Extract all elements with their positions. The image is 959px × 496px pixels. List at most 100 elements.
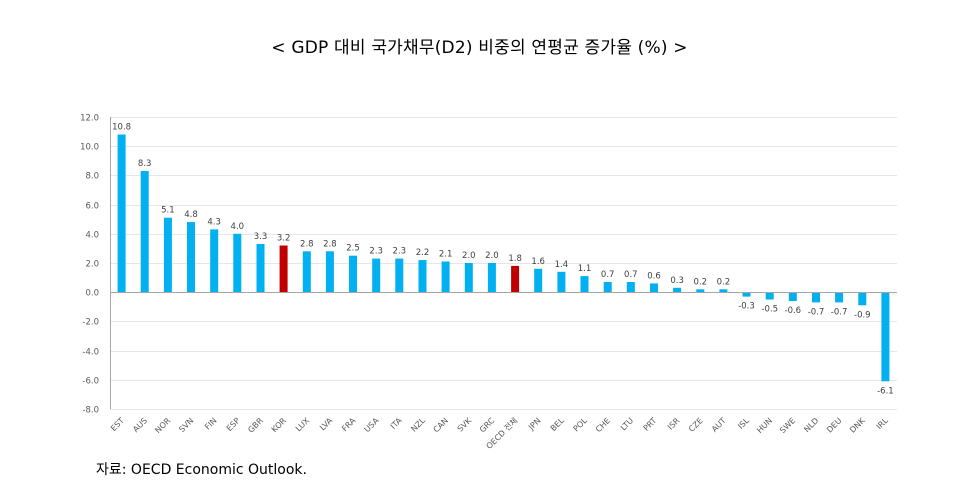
- data-label: 1.4: [555, 260, 569, 270]
- bar-est: [117, 134, 126, 293]
- data-label: 1.6: [531, 257, 545, 267]
- x-tick-label: NZL: [409, 416, 427, 434]
- y-tick-label: -2.0: [82, 318, 99, 328]
- bar-isr: [673, 287, 682, 293]
- x-tick-label: GRC: [478, 416, 497, 435]
- x-tick-label: SVK: [456, 416, 474, 434]
- x-tick-label: SWE: [778, 416, 797, 435]
- x-tick-label: EST: [109, 416, 126, 433]
- data-label: 8.3: [138, 159, 152, 169]
- x-tick-label: DNK: [848, 416, 867, 435]
- y-axis-ticks: 12.0 10.0 8.0 6.0 4.0 2.0 0.0 -2.0 -4.0 -6.0 -8.0: [80, 114, 99, 416]
- x-tick-label: SVN: [177, 416, 195, 434]
- chart-title: < GDP 대비 국가채무(D2) 비중의 연평균 증가율 (%) >: [271, 38, 688, 58]
- bar-bel: [557, 271, 566, 293]
- bar-nld: [812, 292, 820, 303]
- data-label: 1.8: [508, 254, 522, 264]
- x-tick-label: LUX: [294, 416, 312, 434]
- bars: [117, 134, 890, 382]
- axes: [110, 117, 897, 409]
- data-label: 4.0: [231, 222, 245, 232]
- bar-che: [603, 282, 612, 293]
- y-tick-label: 0.0: [85, 289, 99, 299]
- x-tick-label: USA: [363, 416, 381, 434]
- x-tick-label: HUN: [755, 416, 774, 435]
- bar-nor: [163, 217, 172, 293]
- x-tick-label: NOR: [153, 416, 172, 435]
- data-label: -0.7: [831, 307, 848, 317]
- data-label: 5.1: [161, 206, 175, 216]
- data-label: 10.8: [112, 123, 131, 133]
- data-label: 2.3: [369, 247, 383, 257]
- y-tick-label: -8.0: [82, 406, 99, 416]
- bar-pol: [580, 276, 589, 293]
- bar-deu: [835, 292, 844, 303]
- data-label: -0.3: [738, 302, 755, 312]
- bar-oecd-전체: [511, 265, 520, 293]
- bar-svn: [187, 222, 195, 293]
- bar-esp: [233, 233, 242, 293]
- data-label: 0.2: [717, 277, 731, 287]
- bar-irl: [881, 292, 890, 382]
- x-tick-label: JPN: [526, 416, 542, 432]
- y-tick-label: 4.0: [85, 231, 99, 241]
- x-tick-label: DEU: [825, 416, 844, 435]
- bar-jpn: [534, 268, 543, 293]
- data-label: 2.8: [323, 239, 337, 249]
- y-tick-label: 12.0: [80, 114, 99, 124]
- bar-ltu: [626, 282, 635, 293]
- x-tick-label: LVA: [318, 416, 335, 433]
- data-label: 2.0: [462, 251, 476, 261]
- data-labels: 10.8 8.3 5.1 4.8 4.3 4.0 3.3 3.2 2.8 2.8 2.5 2.3 2.3…: [112, 123, 894, 397]
- bar-can: [441, 261, 450, 293]
- data-label: -0.9: [854, 310, 871, 320]
- bar-isl: [742, 292, 751, 297]
- data-label: 2.2: [416, 248, 430, 258]
- data-label: 2.0: [485, 251, 499, 261]
- data-label: 0.7: [601, 270, 615, 280]
- x-tick-label: POL: [572, 416, 590, 434]
- x-tick-label: CHE: [594, 416, 612, 434]
- y-tick-label: -4.0: [82, 348, 99, 358]
- data-label: 4.3: [207, 217, 221, 227]
- data-label: 4.8: [184, 210, 198, 220]
- bar-hun: [765, 292, 774, 300]
- bar-nzl: [418, 260, 427, 293]
- x-tick-label: CAN: [432, 416, 450, 434]
- bar-dnk: [858, 292, 867, 306]
- x-tick-label: ISR: [666, 416, 682, 432]
- bar-aut: [719, 289, 728, 293]
- x-tick-label: ESP: [225, 416, 242, 433]
- bar-fin: [210, 229, 219, 293]
- bar-aus: [140, 171, 149, 293]
- bar-prt: [650, 283, 658, 293]
- bar-usa: [372, 258, 381, 293]
- bar-kor: [279, 245, 288, 293]
- x-tick-label: IRL: [875, 416, 890, 431]
- x-tick-label: FRA: [340, 416, 358, 434]
- source-note: 자료: OECD Economic Outlook.: [96, 462, 307, 478]
- x-tick-label: PRT: [642, 416, 659, 433]
- bar-svk: [464, 263, 473, 293]
- gridlines: [110, 117, 897, 410]
- x-tick-label: FIN: [203, 416, 219, 432]
- x-tick-label: BEL: [549, 416, 566, 433]
- y-tick-label: 2.0: [85, 260, 99, 270]
- bar-gbr: [256, 244, 265, 293]
- data-label: -0.5: [761, 305, 778, 315]
- bar-lux: [302, 251, 311, 293]
- data-label: 2.5: [346, 244, 360, 254]
- bar-lva: [325, 251, 334, 293]
- bar-fra: [349, 255, 357, 293]
- x-tick-label: LTU: [619, 416, 635, 432]
- data-label: 0.2: [694, 277, 708, 287]
- data-label: 0.6: [647, 271, 661, 281]
- y-tick-label: 10.0: [80, 143, 99, 153]
- x-tick-label: ISL: [736, 416, 751, 431]
- y-tick-label: 8.0: [85, 172, 99, 182]
- data-label: -0.6: [785, 306, 802, 316]
- data-label: -0.7: [808, 307, 825, 317]
- data-label: 3.3: [254, 232, 268, 242]
- data-label: 1.1: [578, 264, 592, 274]
